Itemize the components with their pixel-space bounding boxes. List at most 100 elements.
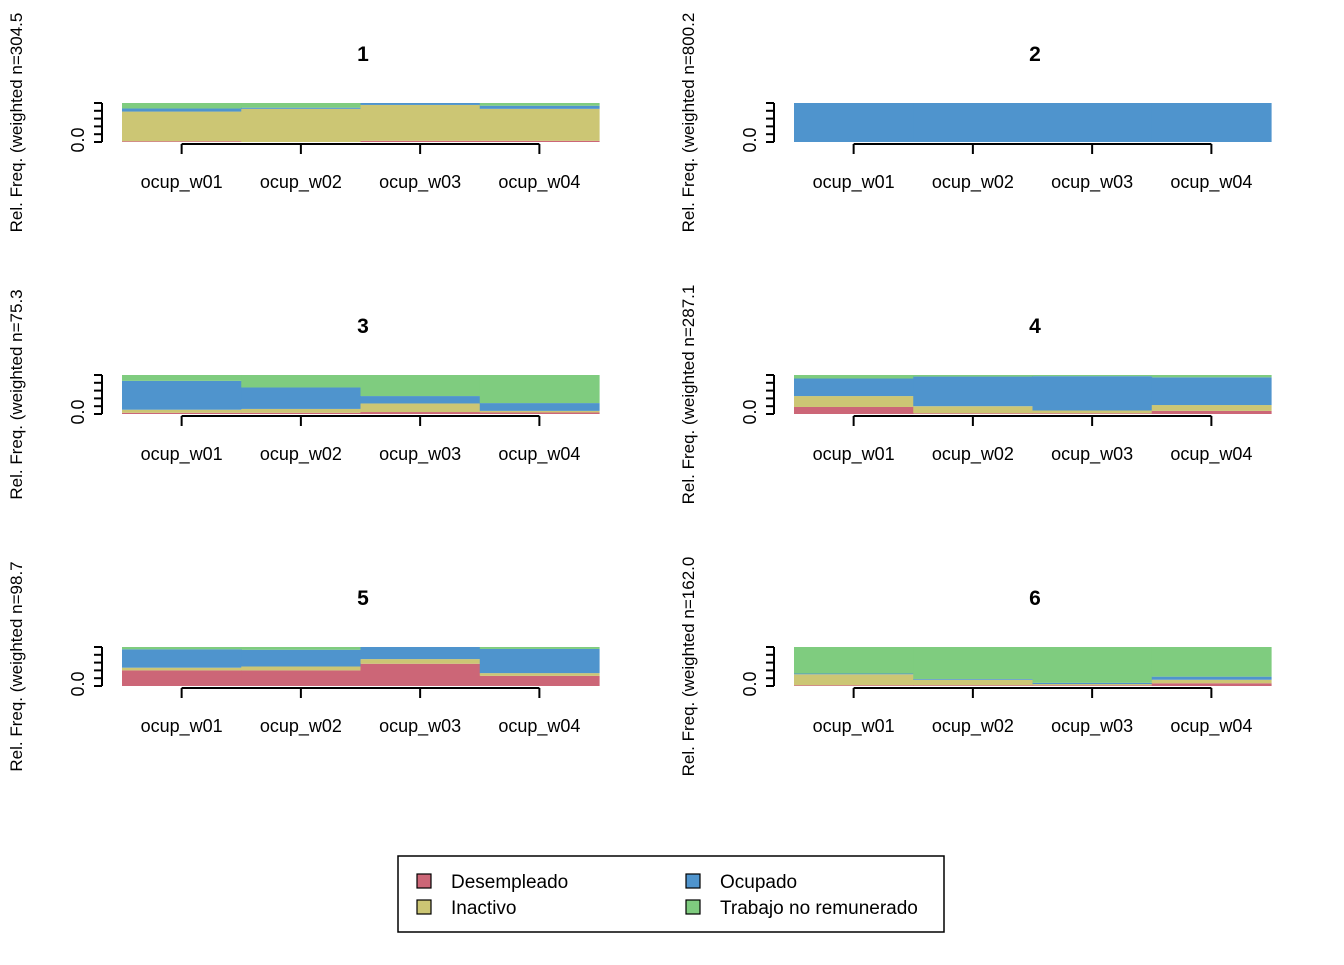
legend-label: Ocupado xyxy=(720,872,797,893)
band-trabajo-no-remunerado-ocup_w02 xyxy=(241,103,362,108)
y-axis-title: Rel. Freq. (weighted n=287.1 xyxy=(679,285,698,505)
y-axis-title: Rel. Freq. (weighted n=75.3 xyxy=(7,289,26,499)
band-trabajo-no-remunerado-ocup_w03 xyxy=(360,375,481,397)
band-ocupado-ocup_w04 xyxy=(479,648,600,674)
x-tick-label: ocup_w01 xyxy=(141,444,223,465)
band-ocupado-ocup_w02 xyxy=(913,376,1034,407)
legend-swatch xyxy=(685,899,701,915)
y-tick-label: 0.0 xyxy=(740,399,760,424)
x-tick-label: ocup_w02 xyxy=(932,172,1014,193)
panel-5: 5 0.0 ocup_w01 ocup_w02 ocup_w03 ocup_w04 xyxy=(68,587,600,737)
band-desempleado-ocup_w03 xyxy=(360,663,481,686)
legend-swatch xyxy=(416,899,432,915)
band-trabajo-no-remunerado-ocup_w01 xyxy=(794,647,914,674)
y-tick-label: 0.0 xyxy=(68,127,88,152)
legend-label: Trabajo no remunerado xyxy=(720,898,918,919)
band-inactivo-ocup_w02 xyxy=(241,666,362,671)
band-ocupado-ocup_w01 xyxy=(122,108,242,112)
x-tick-label: ocup_w04 xyxy=(498,716,580,737)
band-desempleado-ocup_w04 xyxy=(479,675,600,686)
x-tick-label: ocup_w03 xyxy=(379,172,461,193)
band-inactivo-ocup_w03 xyxy=(360,403,481,413)
panel-title: 4 xyxy=(1029,315,1041,338)
band-desempleado-ocup_w04 xyxy=(479,412,600,414)
x-tick-label: ocup_w04 xyxy=(498,444,580,465)
panel-title: 1 xyxy=(357,43,369,66)
band-desempleado-ocup_w01 xyxy=(794,406,914,414)
legend-label: Desempleado xyxy=(451,872,568,893)
band-ocupado-ocup_w03 xyxy=(1032,682,1153,685)
panel-3: 3 0.0 ocup_w01 ocup_w02 ocup_w03 ocup_w04 xyxy=(68,315,600,465)
band-desempleado-ocup_w01 xyxy=(794,685,914,686)
band-inactivo-ocup_w04 xyxy=(479,108,600,141)
band-trabajo-no-remunerado-ocup_w03 xyxy=(1032,375,1153,377)
panel-title: 6 xyxy=(1029,587,1041,610)
x-tick-label: ocup_w02 xyxy=(260,172,342,193)
x-tick-label: ocup_w02 xyxy=(932,716,1014,737)
x-tick-label: ocup_w01 xyxy=(813,716,895,737)
y-tick-label: 0.0 xyxy=(68,399,88,424)
band-inactivo-ocup_w01 xyxy=(122,667,242,671)
panel-2: 2 0.0 ocup_w01 ocup_w02 ocup_w03 ocup_w04 xyxy=(740,43,1272,193)
band-ocupado-ocup_w03 xyxy=(360,103,481,105)
band-desempleado-ocup_w01 xyxy=(122,670,242,686)
y-tick-label: 0.0 xyxy=(68,671,88,696)
y-axis-title: Rel. Freq. (weighted n=800.2 xyxy=(679,13,698,233)
band-desempleado-ocup_w02 xyxy=(241,670,362,686)
band-trabajo-no-remunerado-ocup_w02 xyxy=(241,647,362,650)
x-tick-label: ocup_w02 xyxy=(260,444,342,465)
band-desempleado-ocup_w01 xyxy=(122,412,242,414)
band-ocupado-ocup_w04 xyxy=(1151,103,1272,142)
band-inactivo-ocup_w03 xyxy=(360,104,481,141)
band-inactivo-ocup_w02 xyxy=(913,679,1034,686)
band-desempleado-ocup_w03 xyxy=(360,140,481,142)
x-tick-label: ocup_w01 xyxy=(141,716,223,737)
band-inactivo-ocup_w03 xyxy=(1032,684,1153,686)
band-ocupado-ocup_w01 xyxy=(122,649,242,668)
band-trabajo-no-remunerado-ocup_w03 xyxy=(1032,647,1153,683)
panel-title: 3 xyxy=(357,315,369,338)
band-trabajo-no-remunerado-ocup_w02 xyxy=(913,647,1034,679)
band-trabajo-no-remunerado-ocup_w01 xyxy=(122,647,242,650)
band-trabajo-no-remunerado-ocup_w01 xyxy=(122,103,242,109)
band-inactivo-ocup_w04 xyxy=(1151,405,1272,411)
panel-4: 4 0.0 ocup_w01 ocup_w02 ocup_w03 ocup_w04 xyxy=(740,315,1272,465)
legend-label: Inactivo xyxy=(451,898,516,919)
y-tick-label: 0.0 xyxy=(740,127,760,152)
band-inactivo-ocup_w04 xyxy=(479,673,600,676)
band-ocupado-ocup_w01 xyxy=(794,378,914,397)
x-tick-label: ocup_w03 xyxy=(1051,172,1133,193)
band-desempleado-ocup_w03 xyxy=(1032,685,1153,686)
band-desempleado-ocup_w03 xyxy=(1032,413,1153,414)
band-trabajo-no-remunerado-ocup_w04 xyxy=(479,647,600,649)
band-ocupado-ocup_w02 xyxy=(913,678,1034,680)
legend-box xyxy=(397,855,945,933)
band-ocupado-ocup_w04 xyxy=(479,403,600,411)
band-desempleado-ocup_w02 xyxy=(241,412,362,414)
band-inactivo-ocup_w02 xyxy=(241,408,362,413)
band-inactivo-ocup_w03 xyxy=(360,659,481,664)
band-ocupado-ocup_w02 xyxy=(913,103,1034,142)
band-desempleado-ocup_w02 xyxy=(913,685,1034,686)
band-ocupado-ocup_w04 xyxy=(479,105,600,109)
band-trabajo-no-remunerado-ocup_w04 xyxy=(1151,375,1272,378)
band-ocupado-ocup_w03 xyxy=(1032,103,1153,142)
x-tick-label: ocup_w03 xyxy=(379,444,461,465)
band-inactivo-ocup_w04 xyxy=(479,410,600,413)
band-ocupado-ocup_w04 xyxy=(1151,377,1272,406)
x-tick-label: ocup_w01 xyxy=(141,172,223,193)
x-tick-label: ocup_w01 xyxy=(813,172,895,193)
band-ocupado-ocup_w01 xyxy=(794,673,914,675)
legend-swatch xyxy=(685,873,701,889)
band-ocupado-ocup_w02 xyxy=(241,387,362,409)
x-tick-label: ocup_w03 xyxy=(1051,444,1133,465)
band-inactivo-ocup_w01 xyxy=(794,396,914,407)
band-inactivo-ocup_w02 xyxy=(241,108,362,142)
band-trabajo-no-remunerado-ocup_w02 xyxy=(913,375,1034,377)
band-desempleado-ocup_w01 xyxy=(122,141,242,142)
x-tick-label: ocup_w02 xyxy=(260,716,342,737)
band-ocupado-ocup_w02 xyxy=(241,107,362,109)
band-ocupado-ocup_w03 xyxy=(360,647,481,660)
band-trabajo-no-remunerado-ocup_w04 xyxy=(1151,647,1272,677)
band-inactivo-ocup_w03 xyxy=(1032,410,1153,414)
